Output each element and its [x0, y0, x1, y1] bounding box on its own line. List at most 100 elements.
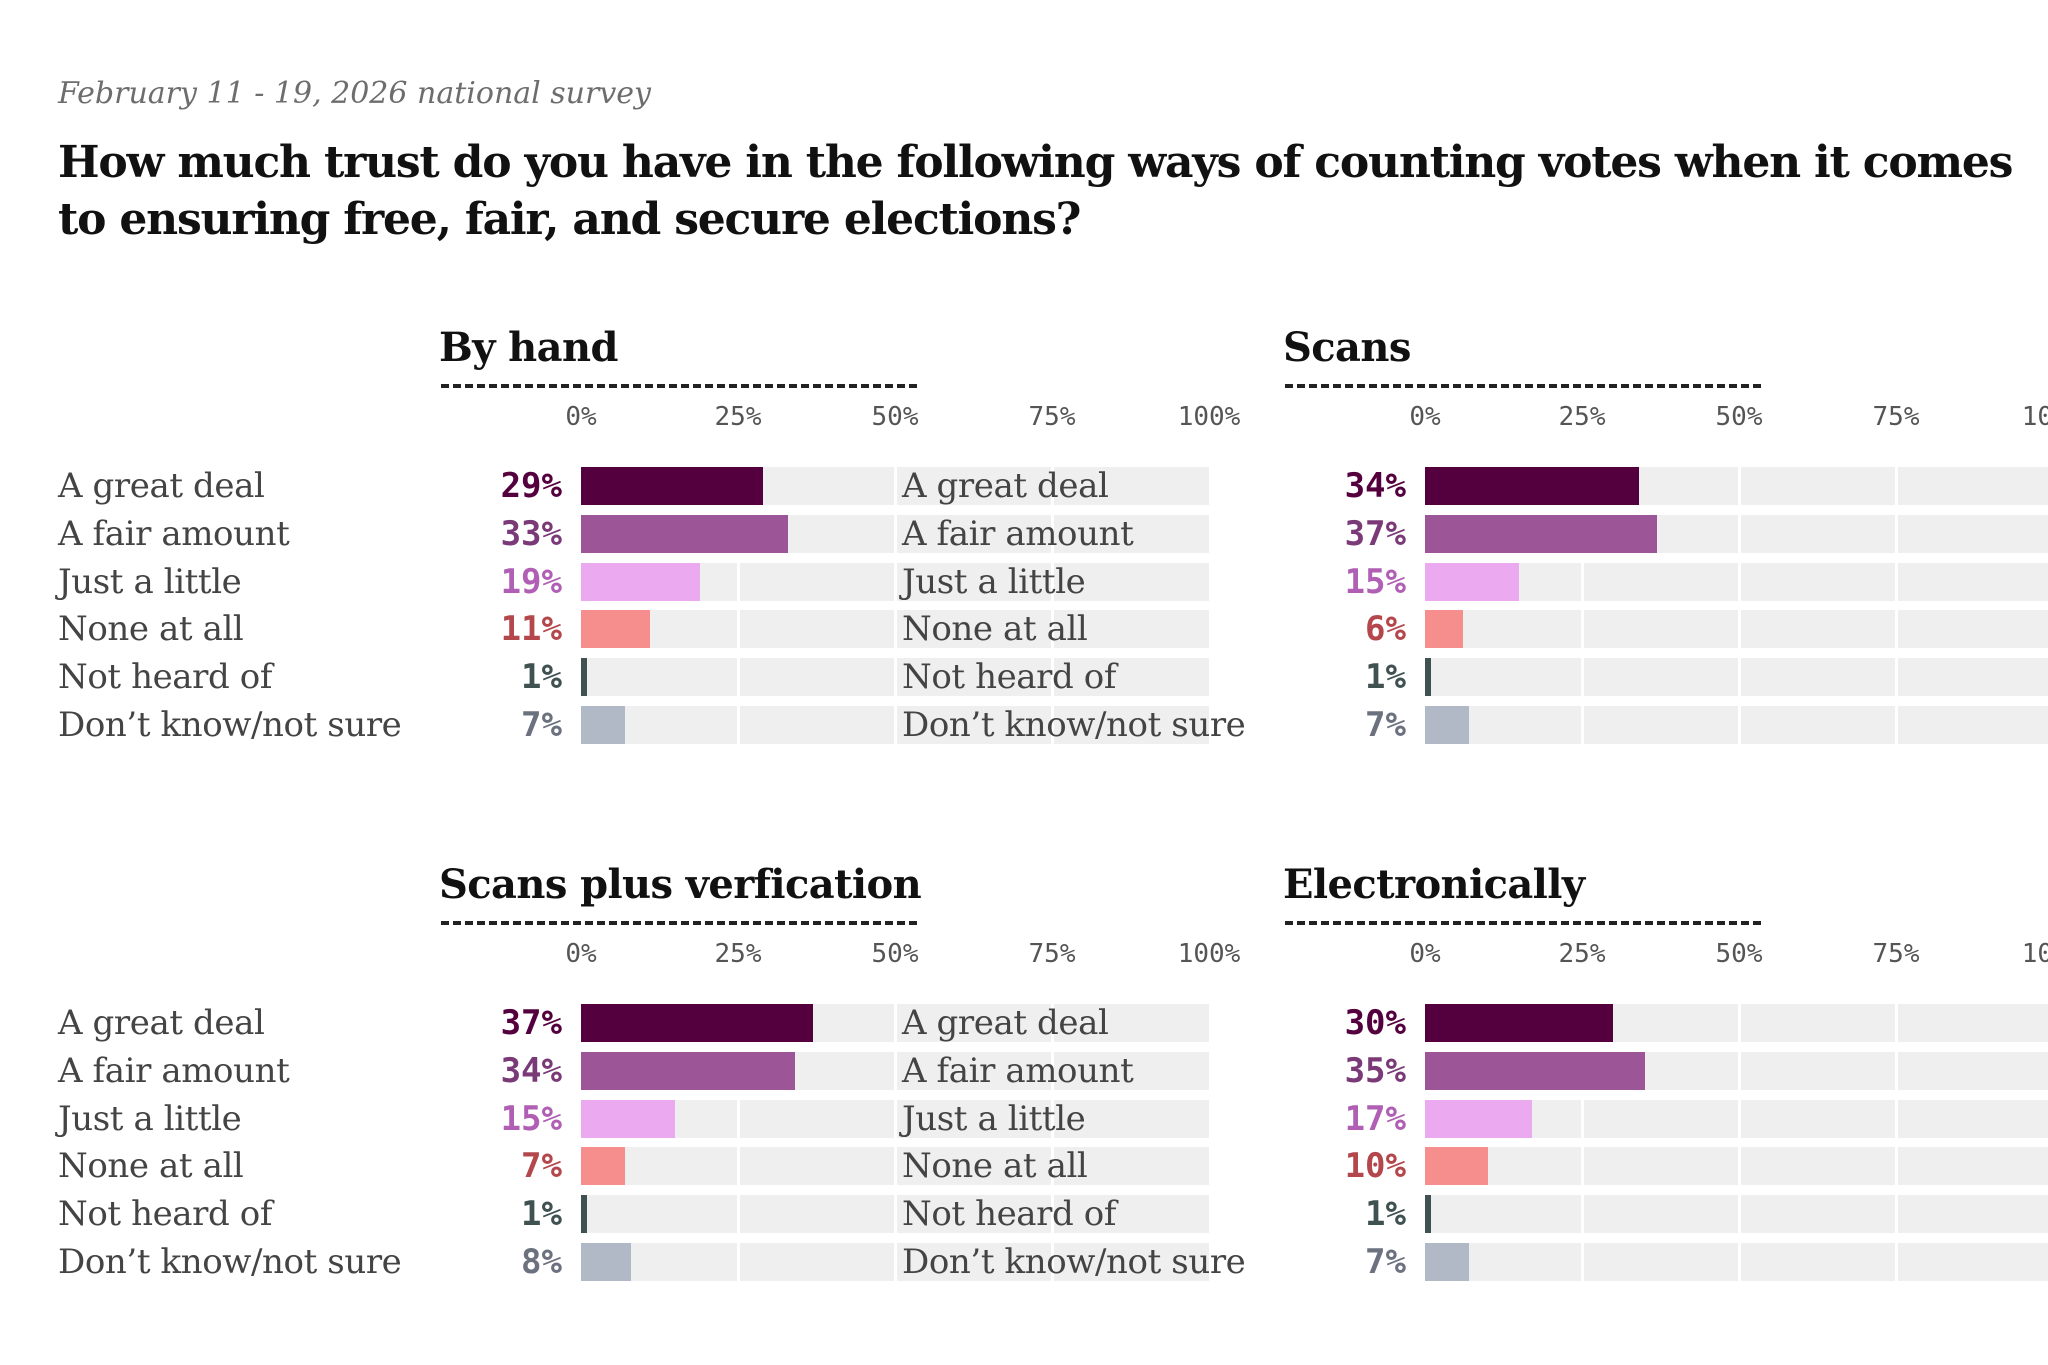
category-label: None at all — [902, 609, 1088, 650]
bar-track — [581, 610, 1209, 649]
data-label: 34% — [500, 1050, 562, 1091]
category-label: None at all — [902, 1146, 1088, 1187]
gridline — [1580, 1147, 1584, 1186]
bar-a-fair-amount — [581, 1051, 795, 1090]
panel-title-underline — [441, 384, 917, 388]
category-label: Don’t know/not sure — [902, 705, 1246, 745]
category-label: Don’t know/not sure — [58, 1242, 402, 1282]
bar-track — [581, 1099, 1209, 1138]
gridline — [736, 610, 740, 649]
gridline — [1894, 610, 1898, 649]
x-tick-label: 0% — [565, 939, 597, 969]
gridline — [893, 1004, 897, 1042]
data-label: 15% — [500, 1098, 562, 1139]
bar-a-fair-amount — [1425, 514, 1658, 553]
gridline — [1050, 706, 1054, 744]
gridline — [1050, 1195, 1054, 1234]
gridline — [893, 1147, 897, 1186]
category-label: A fair amount — [902, 513, 1134, 554]
gridline — [1737, 706, 1741, 744]
gridline — [1894, 658, 1898, 697]
gridline — [1050, 1243, 1054, 1281]
category-label: A great deal — [902, 1003, 1109, 1043]
gridline — [893, 467, 897, 505]
gridline — [1894, 514, 1898, 553]
panel-title-underline — [441, 921, 917, 925]
panel-title-underline — [1285, 384, 1761, 388]
gridline — [893, 658, 897, 697]
bar-track — [1425, 467, 2048, 505]
x-tick-label: 100% — [2021, 402, 2048, 432]
bar-a-fair-amount — [1425, 1051, 1645, 1090]
chart-panel-electronically: Electronically 0% 25% 50% 75% 100% A great dea… — [902, 839, 2048, 1339]
gridline — [1050, 610, 1054, 649]
x-tick-label: 0% — [1409, 939, 1441, 969]
x-tick-label: 75% — [1872, 402, 1920, 432]
bar-don-t-know-not-sure — [581, 1243, 632, 1281]
x-tick-label: 25% — [714, 939, 762, 969]
bar-track — [1425, 610, 2048, 649]
gridline — [893, 1243, 897, 1281]
bar-track — [1425, 1243, 2048, 1281]
bar-track — [581, 467, 1209, 505]
bar-track — [1425, 1004, 2048, 1042]
x-tick-label: 25% — [714, 402, 762, 432]
bar-not-heard-of — [581, 658, 588, 697]
bar-track — [1425, 1099, 2048, 1138]
gridline — [736, 1147, 740, 1186]
gridline — [893, 610, 897, 649]
gridline — [893, 706, 897, 744]
gridline — [1737, 610, 1741, 649]
category-label: Just a little — [902, 1098, 1086, 1139]
data-label: 30% — [1344, 1003, 1406, 1043]
bar-track — [1425, 706, 2048, 744]
chart-panel-scans: Scans 0% 25% 50% 75% 100% A great deal 34% A fai… — [902, 302, 2048, 802]
data-label: 1% — [1365, 657, 1406, 698]
gridline — [1894, 1147, 1898, 1186]
data-label: 7% — [1365, 1242, 1406, 1282]
bar-don-t-know-not-sure — [1425, 1243, 1469, 1281]
gridline — [893, 1051, 897, 1090]
gridline — [736, 706, 740, 744]
gridline — [736, 562, 740, 601]
data-label: 34% — [1344, 466, 1406, 506]
category-label: None at all — [58, 1146, 244, 1187]
category-label: Don’t know/not sure — [902, 1242, 1246, 1282]
gridline — [1050, 467, 1054, 505]
x-tick-label: 25% — [1558, 402, 1606, 432]
bar-track — [1425, 1147, 2048, 1186]
bar-track — [581, 1195, 1209, 1234]
category-label: Just a little — [58, 561, 242, 602]
bar-track — [581, 562, 1209, 601]
gridline — [736, 1195, 740, 1234]
bar-none-at-all — [581, 1147, 625, 1186]
bar-not-heard-of — [581, 1195, 588, 1234]
data-label: 33% — [500, 513, 562, 554]
bar-track — [581, 706, 1209, 744]
x-tick-label: 25% — [1558, 939, 1606, 969]
gridline — [1894, 1243, 1898, 1281]
panel-title: Scans — [1283, 324, 1411, 371]
gridline — [1580, 1195, 1584, 1234]
x-tick-label: 100% — [2021, 939, 2048, 969]
bar-track — [581, 1004, 1209, 1042]
data-label: 1% — [521, 1194, 562, 1235]
bar-track — [1425, 658, 2048, 697]
data-label: 17% — [1344, 1098, 1406, 1139]
category-label: Don’t know/not sure — [58, 705, 402, 745]
bar-track — [581, 658, 1209, 697]
gridline — [1737, 1243, 1741, 1281]
bar-track — [1425, 1195, 2048, 1234]
bar-track — [1425, 562, 2048, 601]
gridline — [1050, 562, 1054, 601]
gridline — [893, 514, 897, 553]
gridline — [1737, 1051, 1741, 1090]
gridline — [1894, 562, 1898, 601]
gridline — [1050, 1099, 1054, 1138]
gridline — [1737, 514, 1741, 553]
bar-just-a-little — [581, 1099, 676, 1138]
bar-a-great-deal — [1425, 1004, 1614, 1042]
gridline — [1050, 514, 1054, 553]
category-label: Not heard of — [58, 657, 273, 698]
gridline — [736, 658, 740, 697]
